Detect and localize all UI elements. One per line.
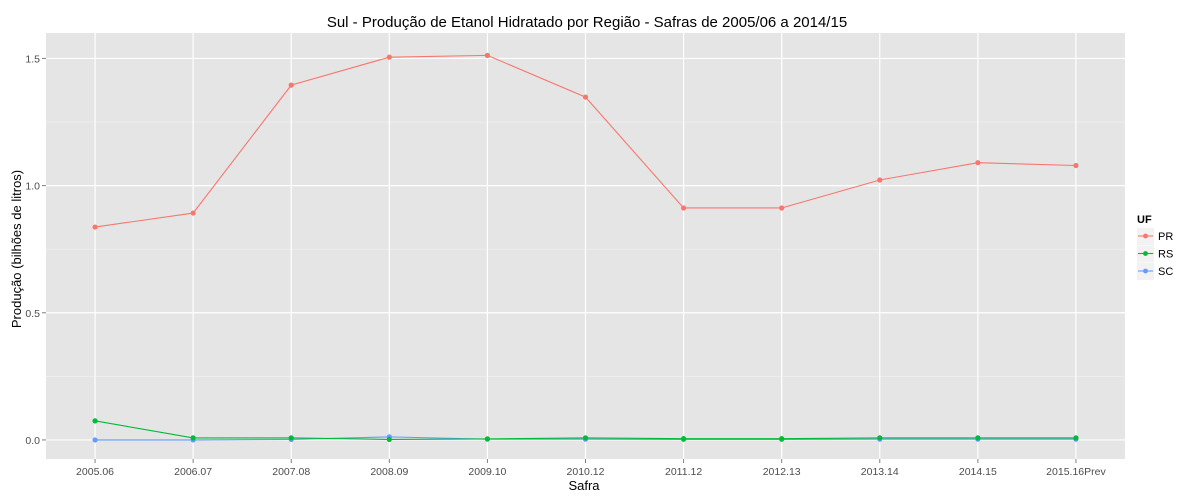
legend-label: PR	[1158, 231, 1173, 243]
x-tick-label: 2012.13	[763, 466, 801, 478]
data-point-rs	[190, 435, 196, 441]
data-point-pr	[680, 205, 687, 211]
data-point-pr	[779, 205, 785, 211]
legend-item-rs: RS	[1137, 245, 1173, 263]
x-tick-label: 2009.10	[468, 466, 506, 478]
legend-key-point	[1143, 268, 1148, 274]
legend-key-point	[1143, 233, 1148, 239]
legend-item-pr: PR	[1137, 228, 1173, 245]
legend-title: UF	[1137, 214, 1152, 226]
data-point-rs	[386, 436, 392, 443]
data-point-sc	[92, 437, 98, 443]
data-point-pr	[386, 54, 392, 60]
legend-key-point	[1143, 251, 1148, 256]
x-axis: 2005.06 2006.07 2007.08 2008.09 2009.10 2010.…	[76, 459, 1106, 478]
legend-label: SC	[1158, 266, 1173, 278]
y-axis-title: Produção (bilhões de litros)	[9, 170, 24, 328]
series-pr	[92, 52, 1079, 230]
x-tick-label: 2006.07	[174, 466, 212, 478]
x-tick-label: 2010.12	[567, 466, 605, 478]
data-point-pr	[484, 52, 491, 58]
x-tick-label: 2013.14	[861, 466, 899, 478]
data-point-pr	[975, 160, 981, 166]
data-point-pr	[288, 82, 294, 88]
grid-lines	[46, 33, 1125, 459]
x-tick-label: 2011.12	[665, 466, 702, 478]
data-point-pr	[92, 224, 98, 230]
data-point-rs	[288, 435, 294, 441]
y-axis: 0.0 0.5 1.0 1.5	[25, 53, 46, 447]
x-tick-label: 2014.15	[959, 466, 997, 478]
y-tick-label: 1.5	[25, 53, 40, 65]
x-tick-label: 2005.06	[76, 466, 114, 478]
y-tick-label: 0.5	[25, 308, 40, 320]
data-point-rs	[484, 436, 491, 442]
x-tick-label: 2007.08	[272, 466, 310, 478]
y-tick-label: 0.0	[25, 435, 40, 447]
legend-label: RS	[1158, 249, 1173, 261]
x-axis-title: Safra	[568, 478, 600, 493]
data-point-rs	[582, 435, 589, 441]
data-point-pr	[1073, 162, 1079, 169]
series-rs	[92, 418, 1079, 443]
data-point-rs	[877, 435, 883, 441]
legend-item-sc: SC	[1137, 263, 1173, 280]
y-tick-label: 1.0	[25, 181, 40, 193]
data-point-rs	[1073, 435, 1079, 441]
data-point-rs	[975, 435, 981, 441]
data-point-pr	[877, 177, 883, 183]
x-tick-label: 2008.09	[370, 466, 408, 478]
data-point-pr	[582, 94, 589, 100]
data-point-rs	[92, 418, 98, 424]
data-point-pr	[190, 210, 196, 216]
legend: UF PR RS SC	[1137, 214, 1173, 280]
data-point-rs	[680, 436, 687, 442]
data-point-rs	[779, 436, 785, 442]
x-tick-label: 2015.16Prev	[1046, 466, 1106, 478]
chart-title: Sul - Produção de Etanol Hidratado por R…	[327, 14, 847, 31]
series-layer	[92, 52, 1079, 443]
